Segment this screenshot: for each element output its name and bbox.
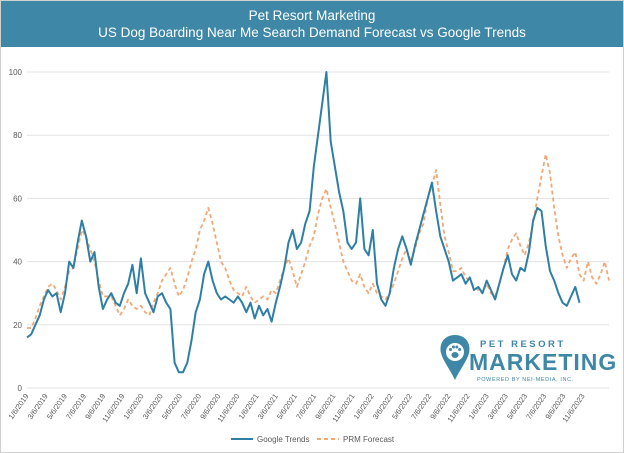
logo-main-text: MARKETING — [469, 349, 617, 375]
y-axis-tick-labels: 0 20 40 60 80 100 — [9, 68, 23, 393]
x-axis-tick-labels: 1/6/20193/6/20195/6/20197/6/20199/6/2019… — [7, 392, 587, 424]
y-tick-label: 60 — [13, 194, 22, 203]
chart-subtitle: US Dog Boarding Near Me Search Demand Fo… — [98, 25, 526, 40]
paw-pin-icon — [440, 335, 470, 380]
y-tick-label: 100 — [9, 68, 23, 77]
legend-label-prm-forecast: PRM Forecast — [343, 435, 395, 444]
chart-legend: Google Trends PRM Forecast — [231, 435, 395, 444]
legend-label-google-trends: Google Trends — [257, 435, 309, 444]
gridlines — [27, 71, 609, 389]
chart-header: Pet Resort Marketing US Dog Boarding Nea… — [1, 1, 623, 47]
logo-sub-text: POWERED BY NEI-MEDIA, INC. — [477, 377, 574, 383]
y-tick-label: 40 — [13, 258, 22, 267]
series-line-google-trends — [26, 71, 581, 374]
chart-title: Pet Resort Marketing — [248, 8, 376, 23]
y-tick-label: 20 — [13, 321, 22, 330]
pet-resort-marketing-logo: PET RESORT MARKETING POWERED BY NEI-MEDI… — [440, 335, 617, 383]
y-tick-label: 80 — [13, 131, 22, 140]
series-line-prm-forecast — [27, 153, 610, 329]
series-lines — [26, 71, 610, 374]
logo-top-text: PET RESORT — [480, 339, 566, 350]
y-tick-label: 0 — [18, 384, 23, 393]
